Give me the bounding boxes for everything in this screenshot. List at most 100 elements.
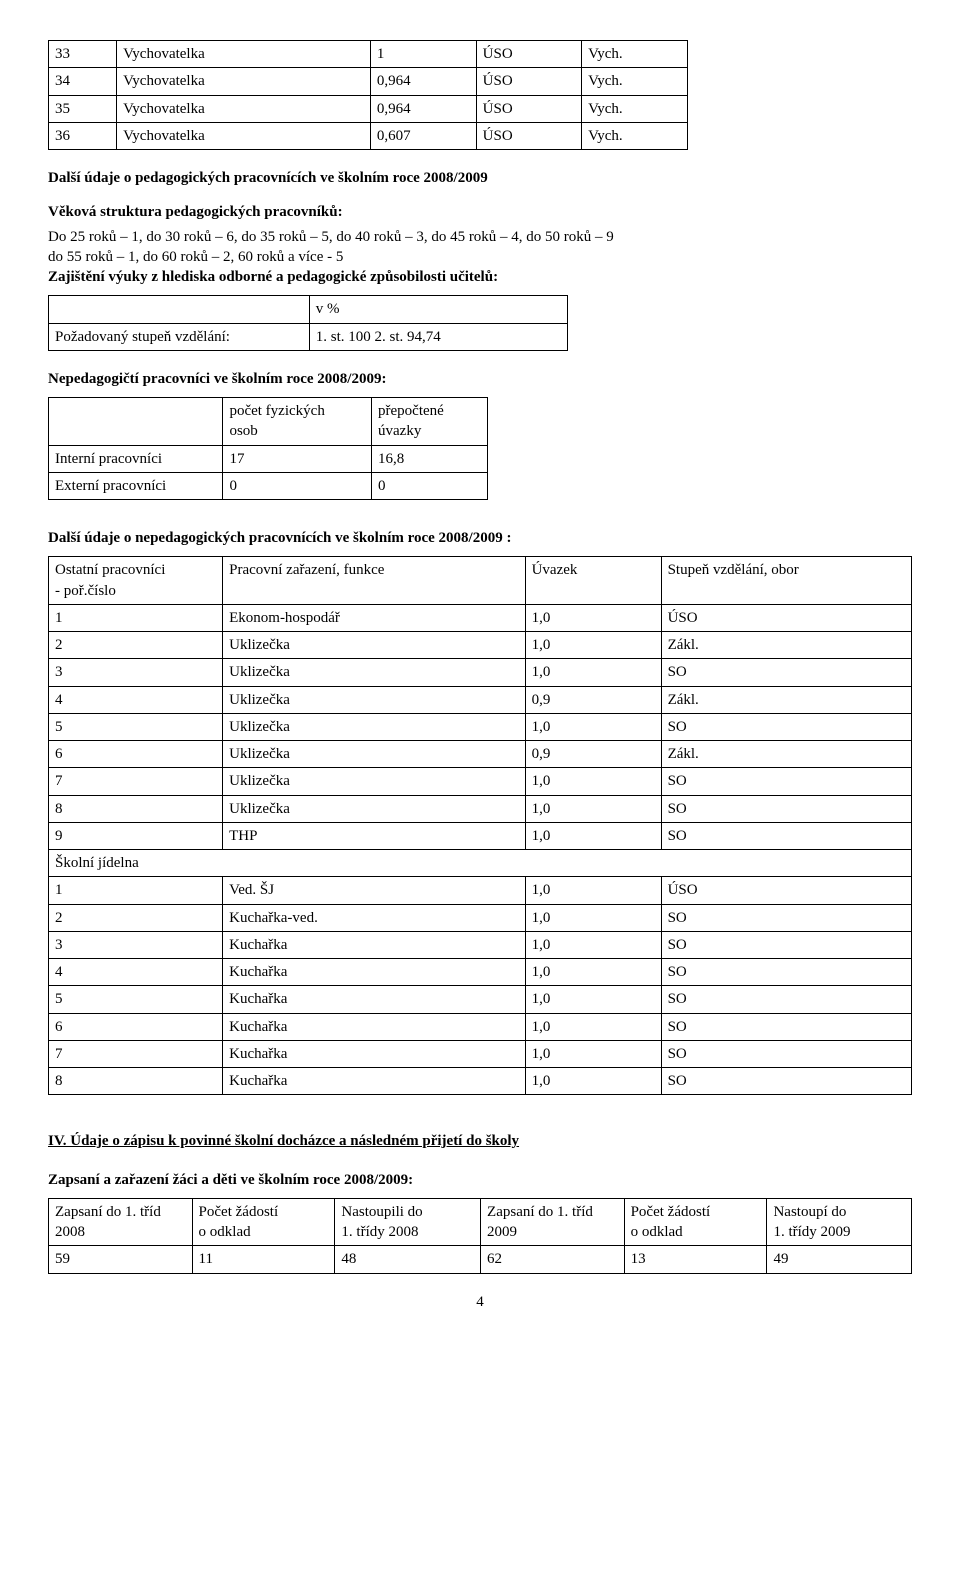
cell: ÚSO [476,95,581,122]
cell: SO [661,822,911,849]
cell: SO [661,659,911,686]
cell: SO [661,795,911,822]
cell: Interní pracovníci [49,445,223,472]
cell-header-percent: v % [309,296,567,323]
cell: 1 [370,41,476,68]
col-converted-l2: úvazky [378,423,421,439]
cell: 1,0 [525,1068,661,1095]
cell: Vychovatelka [117,122,371,149]
cell: SO [661,768,911,795]
col-education: Stupeň vzdělání, obor [661,557,911,605]
cell: Vychovatelka [117,95,371,122]
cell: 1 [49,877,223,904]
enrollment-table: Zapsaní do 1. tříd 2008 Počet žádostí o … [48,1198,912,1274]
col-job-function: Pracovní zařazení, funkce [223,557,525,605]
cell: 1,0 [525,632,661,659]
cell: SO [661,931,911,958]
cell: Zákl. [661,741,911,768]
cell: 1,0 [525,795,661,822]
age-line-1: Do 25 roků – 1, do 30 roků – 6, do 35 ro… [48,227,912,247]
cell: Kuchařka-ved. [223,904,525,931]
cell: 1,0 [525,1013,661,1040]
col-deferral-requests-1: Počet žádostí o odklad [192,1198,335,1246]
cell: Uklizečka [223,795,525,822]
cell-req-degree-value: 1. st. 100 2. st. 94,74 [309,323,567,350]
cell: Kuchařka [223,1068,525,1095]
cell: 35 [49,95,117,122]
cell: Externí pracovníci [49,472,223,499]
cell: Vychovatelka [117,41,371,68]
cell: 49 [767,1246,912,1273]
cell-empty [49,296,310,323]
cell: Uklizečka [223,632,525,659]
subhead-school-canteen: Školní jídelna [49,850,912,877]
cell: SO [661,986,911,1013]
col-converted: přepočtené úvazky [372,398,488,446]
nonteaching-table: počet fyzických osob přepočtené úvazky I… [48,397,488,500]
cell: 6 [49,741,223,768]
col-started-2008: Nastoupili do 1. třídy 2008 [335,1198,481,1246]
col-will-start-2009: Nastoupí do 1. třídy 2009 [767,1198,912,1246]
cell: Ved. ŠJ [223,877,525,904]
col-physical-count: počet fyzických osob [223,398,372,446]
cell: Ekonom-hospodář [223,604,525,631]
cell: Kuchařka [223,1013,525,1040]
cell: 1,0 [525,604,661,631]
cell: 33 [49,41,117,68]
col-deferral-requests-2: Počet žádostí o odklad [624,1198,767,1246]
cell-empty [49,398,223,446]
cell: 2 [49,632,223,659]
cell: 0,964 [370,95,476,122]
cell: 1,0 [525,659,661,686]
qualification-table: v % Požadovaný stupeň vzdělání: 1. st. 1… [48,295,568,351]
cell: SO [661,1068,911,1095]
cell: 6 [49,1013,223,1040]
col-physical-count-l2: osob [229,423,257,439]
cell: 8 [49,1068,223,1095]
heading-pedagogical-more: Další údaje o pedagogických pracovnících… [48,168,912,188]
cell: 8 [49,795,223,822]
cell: THP [223,822,525,849]
cell: 0,9 [525,686,661,713]
page-number: 4 [48,1292,912,1312]
cell: 4 [49,959,223,986]
cell: 0 [372,472,488,499]
cell: 1,0 [525,959,661,986]
cell: ÚSO [661,877,911,904]
cell: ÚSO [661,604,911,631]
cell: Zákl. [661,632,911,659]
cell: Uklizečka [223,713,525,740]
cell: SO [661,1013,911,1040]
cell: 11 [192,1246,335,1273]
cell: SO [661,904,911,931]
col-enrolled-2009: Zapsaní do 1. tříd 2009 [481,1198,625,1246]
cell: Vychovatelka [117,68,371,95]
cell: 5 [49,986,223,1013]
cell: Vych. [582,95,688,122]
cell: 0,9 [525,741,661,768]
cell: Kuchařka [223,959,525,986]
cell: Uklizečka [223,686,525,713]
subheading-age-structure: Věková struktura pedagogických pracovník… [48,202,912,222]
cell: 7 [49,768,223,795]
cell: 1,0 [525,904,661,931]
cell: 1,0 [525,768,661,795]
cell: 17 [223,445,372,472]
col-physical-count-l1: počet fyzických [229,403,324,419]
cell: 1,0 [525,1040,661,1067]
cell: Vych. [582,68,688,95]
cell: ÚSO [476,41,581,68]
cell: 1 [49,604,223,631]
cell: SO [661,959,911,986]
cell: 62 [481,1246,625,1273]
cell: Kuchařka [223,931,525,958]
staff-table: Ostatní pracovníci - poř.číslo Pracovní … [48,556,912,1095]
cell: ÚSO [476,68,581,95]
cell: Zákl. [661,686,911,713]
cell: Uklizečka [223,659,525,686]
cell: 2 [49,904,223,931]
cell: Kuchařka [223,986,525,1013]
cell: 3 [49,659,223,686]
cell: 13 [624,1246,767,1273]
cell-req-degree-label: Požadovaný stupeň vzdělání: [49,323,310,350]
